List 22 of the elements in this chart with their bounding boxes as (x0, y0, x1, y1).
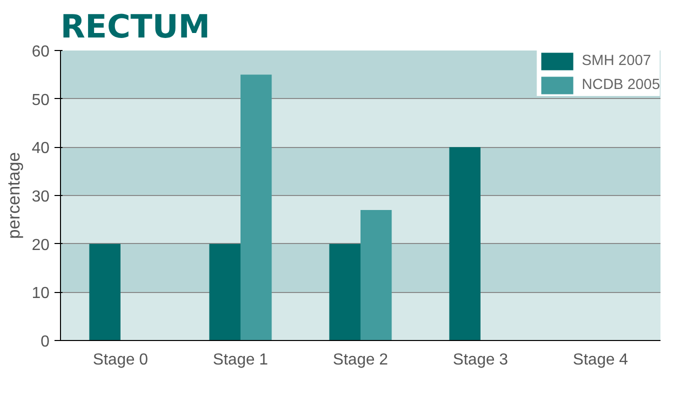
x-tick-label: Stage 1 (212, 352, 268, 368)
bar (240, 74, 272, 340)
y-tick-label: 40 (32, 140, 50, 158)
bar (360, 210, 392, 340)
y-tick-label: 20 (32, 236, 50, 254)
y-tick-label: 0 (40, 334, 50, 350)
y-tick-label: 60 (32, 44, 50, 60)
x-tick-label: Stage 3 (452, 352, 508, 368)
y-axis-title: percentage (4, 152, 24, 239)
y-tick-label: 10 (32, 285, 50, 302)
y-tick-label: 50 (32, 92, 50, 109)
bar (89, 244, 120, 340)
legend-label: NCDB 2005 (582, 76, 660, 95)
legend-label: SMH 2007 (582, 52, 652, 71)
y-tick-label: 30 (32, 188, 50, 206)
bar (449, 147, 480, 340)
x-tick-label: Stage 0 (92, 352, 148, 368)
chart-title: RECTUM (60, 8, 210, 46)
bar (209, 244, 240, 340)
bar (329, 244, 360, 340)
x-tick-label: Stage 4 (572, 352, 628, 368)
x-tick-label: Stage 2 (332, 352, 388, 368)
